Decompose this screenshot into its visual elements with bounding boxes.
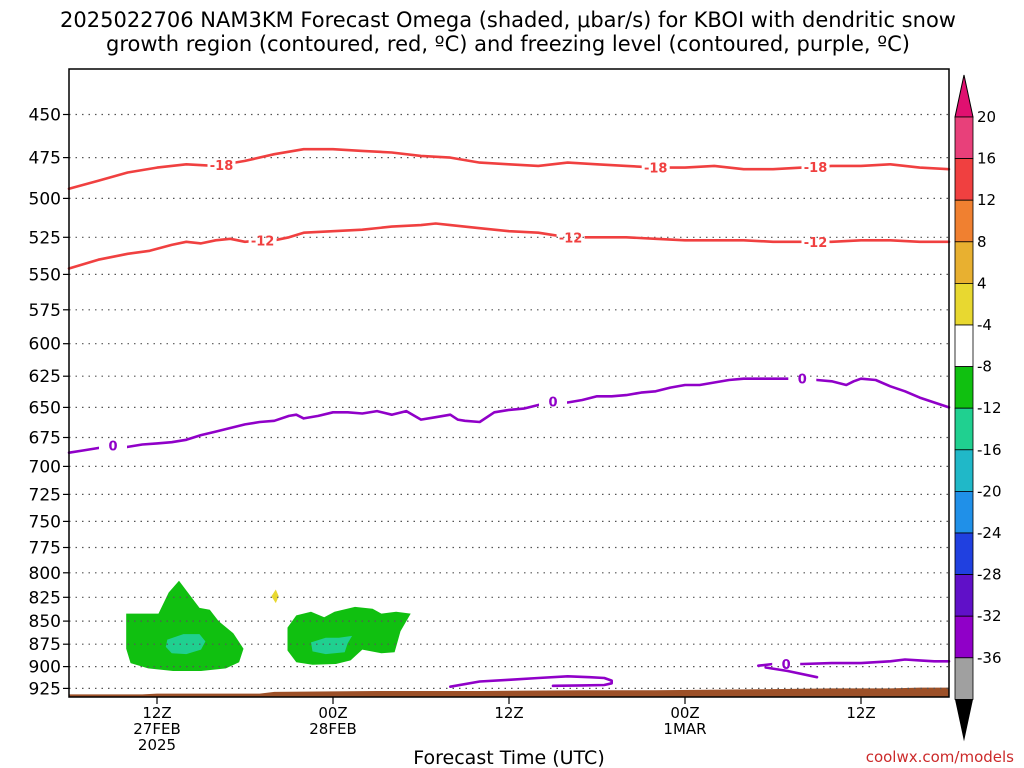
contour-label: 0 [108, 440, 117, 455]
y-tick-label: 725 [29, 485, 61, 505]
colorbar-label: -16 [977, 441, 1002, 459]
omega-shading [126, 580, 411, 671]
colorbar-swatch [954, 366, 974, 409]
omega-region-4 [311, 635, 353, 655]
y-tick-label: 650 [29, 398, 61, 418]
colorbar-swatch [954, 199, 974, 243]
y-axis: 450 475 500 525 550 575 600 625 650 675 700 725 750 7… [29, 106, 69, 699]
colorbar-label: 4 [977, 274, 987, 292]
x-axis-label: Forecast Time (UTC) [413, 747, 604, 768]
omega-region-5 [271, 589, 279, 604]
colorbar-top-arrow [954, 74, 974, 118]
colorbar-label: -8 [977, 358, 992, 376]
y-tick-label: 800 [29, 564, 61, 584]
x-tick-label: 2025 [138, 736, 176, 754]
y-tick-label: 600 [29, 335, 61, 355]
colorbar-swatch [954, 116, 974, 159]
y-tick-label: 750 [29, 512, 61, 532]
y-tick-label: 700 [29, 457, 61, 477]
contour-label: 0 [782, 658, 791, 673]
colorbar-label: -36 [977, 649, 1002, 667]
contour-line-5 [756, 658, 951, 668]
colorbar-swatch [954, 282, 974, 326]
colorbar-label: 8 [977, 233, 987, 251]
contour-label: -18 [804, 161, 828, 176]
x-tick-label: 12Z [846, 704, 875, 722]
colorbar-bottom-arrow [955, 699, 973, 742]
colorbar-swatch [954, 490, 974, 534]
y-tick-label: 500 [29, 189, 61, 209]
colorbar: 20 16 12 8 4 -4 -8 -12 -16 -20 -24 -28 -32 -36 [954, 74, 1002, 742]
y-tick-label: 450 [29, 106, 61, 126]
y-tick-label: 775 [29, 539, 61, 559]
colorbar-label: 20 [977, 108, 996, 126]
y-tick-label: 925 [29, 679, 61, 699]
colorbar-label: -4 [977, 316, 992, 334]
omega-region-2 [287, 606, 411, 665]
y-tick-label: 825 [29, 588, 61, 608]
colorbar-label: -32 [977, 607, 1002, 625]
contours: -18 -18 -18 -12 -12 -12 0 0 0 0 [67, 147, 951, 689]
x-tick-label: 00Z [670, 704, 699, 722]
colorbar-label: -24 [977, 524, 1002, 542]
x-tick-label: 1MAR [663, 720, 706, 738]
y-tick-label: 675 [29, 429, 61, 449]
omega-region-1 [126, 580, 244, 671]
colorbar-swatch [954, 241, 974, 284]
contour-label: -18 [644, 162, 668, 177]
colorbar-label: 12 [977, 191, 996, 209]
contour-label: -12 [251, 234, 275, 249]
colorbar-label: -12 [977, 399, 1002, 417]
contour-label: 0 [548, 395, 557, 410]
y-tick-label: 875 [29, 635, 61, 655]
x-tick-label: 12Z [494, 704, 523, 722]
y-tick-label: 525 [29, 228, 61, 248]
terrain-fill [69, 687, 949, 697]
colorbar-swatch [954, 532, 974, 575]
colorbar-label: 16 [977, 150, 996, 168]
omega-region-3 [165, 634, 206, 655]
terrain [69, 687, 949, 697]
colorbar-swatch [954, 574, 974, 617]
y-tick-label: 475 [29, 149, 61, 169]
contour-line-4 [448, 674, 614, 689]
colorbar-swatch [954, 657, 974, 700]
chart-title-line-2: growth region (contoured, red, ºC) and f… [106, 32, 910, 56]
contour-line-6 [764, 666, 819, 679]
pressure-gridlines [69, 113, 949, 690]
contour-label: -18 [210, 159, 234, 174]
y-tick-label: 625 [29, 367, 61, 387]
colorbar-label: -28 [977, 566, 1002, 584]
contour-label: 0 [798, 373, 807, 388]
y-tick-label: 900 [29, 658, 61, 678]
contour-line-2 [67, 222, 951, 270]
x-tick-label: 12Z [142, 704, 171, 722]
contour-line-3 [67, 377, 951, 455]
colorbar-swatch [954, 449, 974, 492]
colorbar-swatch [954, 324, 974, 367]
y-tick-label: 550 [29, 265, 61, 285]
y-tick-label: 850 [29, 612, 61, 632]
x-tick-label: 27FEB [133, 720, 180, 738]
contour-label: -12 [804, 236, 828, 251]
y-tick-label: 575 [29, 301, 61, 321]
colorbar-swatch [954, 158, 974, 201]
colorbar-swatch [954, 615, 974, 659]
contour-line-1 [67, 147, 951, 191]
credit-text: coolwx.com/models [866, 748, 1014, 766]
x-tick-label: 00Z [318, 704, 347, 722]
colorbar-label: -20 [977, 482, 1002, 500]
chart-title-line-1: 2025022706 NAM3KM Forecast Omega (shaded… [60, 8, 956, 32]
colorbar-swatch [954, 407, 974, 451]
x-tick-label: 28FEB [309, 720, 356, 738]
contour-label: -12 [559, 231, 583, 246]
